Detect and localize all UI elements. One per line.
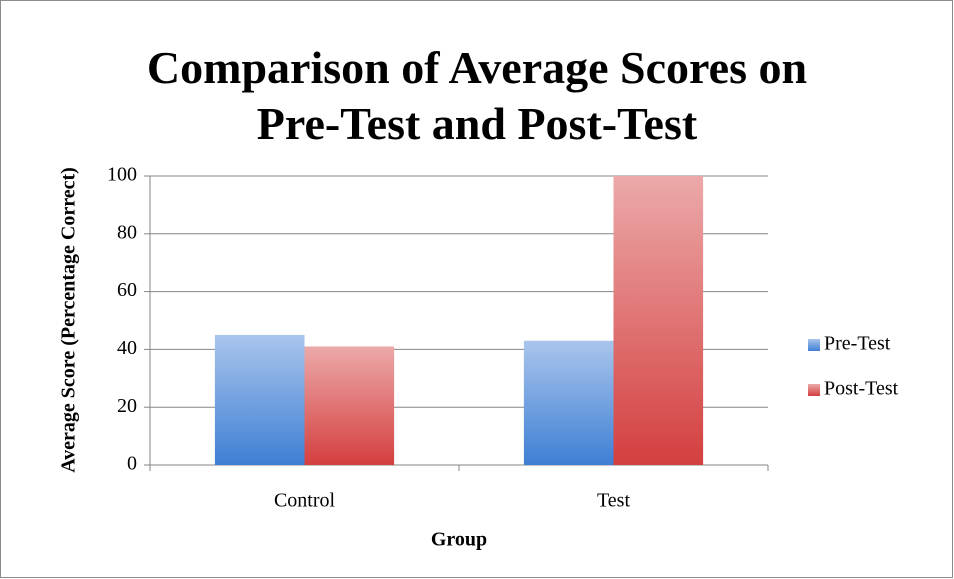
bar (304, 346, 395, 465)
x-tick-label: Test (597, 490, 630, 512)
chart-title: Comparison of Average Scores on Pre-Test… (146, 42, 808, 149)
legend-swatch (808, 339, 820, 351)
y-tick-label: 20 (117, 395, 137, 417)
bar (613, 176, 704, 465)
legend-swatch (808, 384, 820, 396)
x-axis-label: Group (431, 529, 487, 551)
x-tick-label: Control (274, 490, 336, 512)
y-axis-label: Average Score (Percentage Correct) (58, 167, 80, 473)
y-tick-label: 0 (127, 453, 137, 475)
bar (214, 334, 305, 465)
y-tick-label: 60 (117, 279, 137, 301)
y-tick-label: 40 (117, 337, 137, 359)
y-tick-label: 100 (107, 164, 137, 186)
legend-label: Pre-Test (824, 333, 891, 355)
bar (523, 340, 614, 465)
y-tick-label: 80 (117, 221, 137, 243)
legend-label: Post-Test (824, 378, 899, 400)
